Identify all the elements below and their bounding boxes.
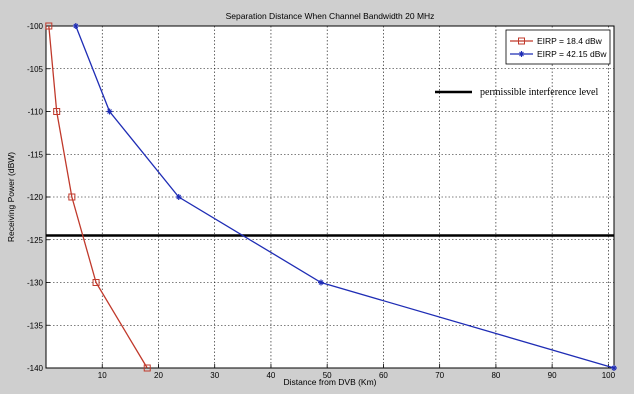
data-point-square [68, 193, 76, 201]
x-axis-label: Distance from DVB (Km) [283, 377, 376, 387]
series-group [45, 22, 617, 372]
x-tick-label: 40 [266, 371, 275, 380]
x-tick-label: 80 [491, 371, 500, 380]
x-tick-label: 100 [602, 371, 616, 380]
data-point-star [72, 23, 79, 29]
data-point-square [143, 364, 151, 372]
legend: EIRP = 18.4 dBw EIRP = 42.15 dBw [505, 29, 611, 65]
y-tick-label: -125 [27, 236, 44, 245]
chart-title: Separation Distance When Channel Bandwid… [226, 11, 435, 21]
series-2 [72, 23, 617, 371]
series-1 [45, 22, 151, 372]
x-tick-label: 50 [323, 371, 332, 380]
x-tick-label: 70 [435, 371, 444, 380]
y-tick-label: -105 [27, 65, 44, 74]
data-point-star [175, 194, 182, 200]
data-point-star [518, 51, 525, 57]
x-tick-labels: 10 20 30 40 50 60 70 80 90 100 [98, 371, 616, 380]
y-tick-label: -135 [27, 321, 44, 330]
legend-label: EIRP = 42.15 dBw [537, 49, 607, 59]
x-tick-label: 60 [379, 371, 388, 380]
data-point-square [518, 37, 525, 45]
data-point-star [611, 365, 617, 371]
legend-entry: EIRP = 18.4 dBw [510, 36, 603, 46]
y-tick-label: -115 [28, 150, 44, 159]
data-point-square [92, 279, 100, 286]
y-tick-label: -120 [27, 193, 44, 202]
data-point-star [318, 279, 325, 286]
grid [46, 25, 614, 369]
series-line [48, 25, 148, 369]
x-tick-label: 20 [154, 371, 163, 380]
y-tick-label: -130 [27, 279, 44, 288]
x-tick-label: 90 [548, 371, 557, 380]
data-point-square [45, 22, 53, 30]
y-tick-label: -110 [28, 108, 44, 117]
y-tick-label: -100 [27, 22, 44, 31]
y-axis-label: Receiving Power (dBW) [6, 152, 16, 242]
x-tick-label: 10 [98, 371, 107, 380]
data-point-square [53, 108, 61, 115]
x-tick-label: 30 [210, 371, 219, 380]
y-tick-label: -140 [27, 364, 44, 373]
y-tick-labels: -100 -105 -110 -115 -120 -125 -130 -135 -140 [27, 22, 44, 373]
legend-entry: EIRP = 42.15 dBw [510, 49, 607, 59]
legend-label: EIRP = 18.4 dBw [537, 36, 603, 46]
legend-box [505, 29, 611, 65]
data-point-star [106, 108, 113, 115]
annotation-label: permissible interference level [480, 87, 598, 98]
